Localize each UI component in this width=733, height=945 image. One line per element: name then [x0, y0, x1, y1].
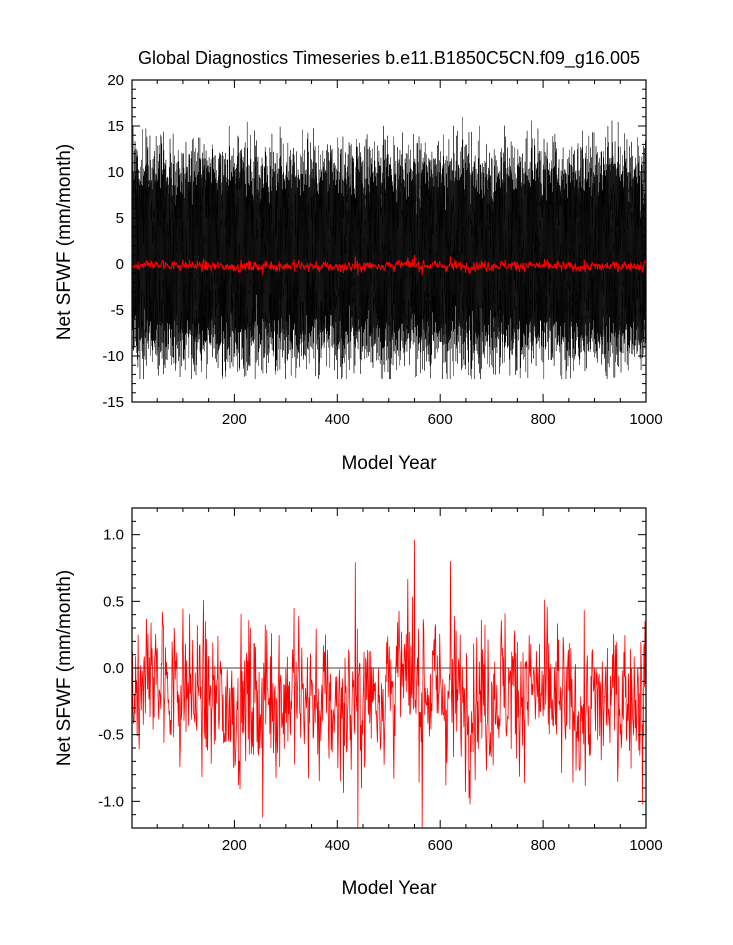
x-tick-label: 400 — [325, 837, 350, 854]
x-tick-label: 800 — [531, 837, 556, 854]
bottom-y-axis-title: Net SFWF (mm/month) — [54, 570, 75, 766]
y-tick-label: -5 — [111, 302, 124, 319]
y-tick-label: 20 — [107, 72, 124, 89]
monthly-series-line-0 — [132, 116, 646, 380]
y-tick-label: 5 — [116, 210, 124, 227]
y-tick-label: 10 — [107, 164, 124, 181]
y-tick-label: 0 — [116, 256, 124, 273]
x-tick-label: 1000 — [629, 837, 662, 854]
y-tick-label: 1.0 — [103, 527, 124, 544]
bottom-panel: 200 400 600 800 1000 -1.0 -0.5 0.0 0.5 1.0 — [98, 507, 663, 854]
y-tick-label: 0.0 — [103, 660, 124, 677]
x-tick-label: 800 — [531, 411, 556, 428]
y-tick-label: -10 — [102, 348, 124, 365]
x-tick-label: 1000 — [629, 411, 662, 428]
y-tick-label: 15 — [107, 118, 124, 135]
x-tick-label: 200 — [222, 837, 247, 854]
top-x-axis-title: Model Year — [341, 453, 437, 474]
y-tick-label: -1.0 — [98, 793, 124, 810]
top-y-axis-title: Net SFWF (mm/month) — [54, 144, 75, 340]
y-tick-label: 0.5 — [103, 593, 124, 610]
chart-title: Global Diagnostics Timeseries b.e11.B185… — [138, 48, 640, 69]
x-tick-label: 200 — [222, 411, 247, 428]
x-tick-label: 400 — [325, 411, 350, 428]
y-tick-label: -0.5 — [98, 727, 124, 744]
annual-series-line-1 — [132, 539, 646, 828]
y-tick-label: -15 — [102, 394, 124, 411]
bottom-x-axis-title: Model Year — [341, 878, 437, 899]
x-tick-label: 600 — [428, 411, 453, 428]
top-panel: 200 400 600 800 1000 -15 -10 -5 0 5 10 15 20 — [102, 72, 662, 428]
x-tick-label: 600 — [428, 837, 453, 854]
annual-series-line-0 — [132, 254, 646, 276]
